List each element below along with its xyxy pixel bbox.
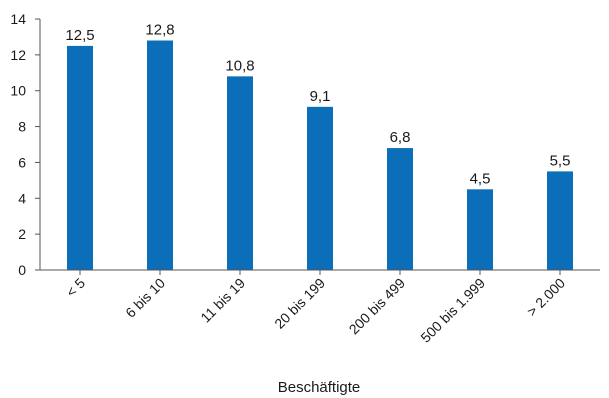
bar [467, 189, 493, 270]
data-label: 4,5 [470, 170, 491, 187]
x-tick-label: 200 bis 499 [346, 275, 409, 338]
x-axis: < 5 6 bis 10 11 bis 19 20 bis 199 200 bis 49… [40, 269, 600, 346]
data-label: 9,1 [310, 88, 331, 105]
bar [227, 76, 253, 270]
y-tick-label: 4 [18, 190, 26, 206]
bars [67, 40, 573, 271]
x-tick-label: 20 bis 199 [271, 275, 328, 332]
y-tick-label: 6 [18, 154, 26, 170]
data-label: 12,5 [65, 27, 94, 44]
bar [67, 45, 93, 271]
data-label: 5,5 [550, 152, 571, 169]
y-tick-label: 10 [10, 83, 26, 99]
y-tick-label: 12 [10, 47, 26, 63]
data-labels: 12,5 12,8 10,8 9,1 6,8 4,5 5,5 [65, 22, 570, 188]
y-tick-label: 0 [18, 262, 26, 278]
y-axis: 0 2 4 6 8 10 12 14 [10, 11, 41, 278]
x-tick-label: 6 bis 10 [122, 275, 168, 321]
bar [387, 148, 413, 270]
data-label: 6,8 [390, 129, 411, 146]
y-tick-label: 2 [18, 226, 26, 242]
x-tick-label: > 2.000 [523, 275, 568, 320]
x-tick-label: < 5 [63, 275, 89, 301]
y-tick-label: 14 [10, 11, 26, 27]
x-tick-label: 11 bis 19 [197, 275, 248, 326]
data-label: 10,8 [225, 57, 254, 74]
bar [147, 40, 173, 271]
data-label: 12,8 [145, 22, 174, 39]
x-tick-label: 500 bis 1.999 [417, 275, 488, 346]
y-tick-label: 8 [18, 119, 26, 135]
bar [307, 106, 333, 270]
bar [547, 171, 573, 270]
x-axis-title: Beschäftigte [278, 379, 361, 396]
